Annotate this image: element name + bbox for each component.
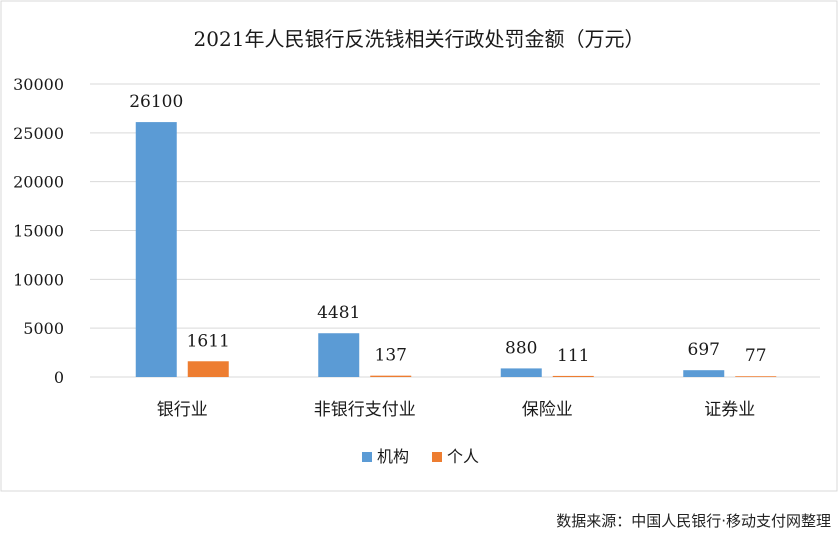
data-label: 111 xyxy=(557,346,589,366)
bar-机构-非银行支付业 xyxy=(318,333,360,377)
data-label: 880 xyxy=(505,338,537,358)
source-note: 数据来源：中国人民银行·移动支付网整理 xyxy=(556,512,831,530)
legend-label: 机构 xyxy=(377,447,409,466)
bars xyxy=(135,122,777,377)
y-tick-label: 0 xyxy=(54,368,64,387)
x-tick-label: 非银行支付业 xyxy=(314,400,416,420)
bar-机构-保险业 xyxy=(500,368,542,377)
data-labels: 26100 1611 4481 137 880 111 697 77 xyxy=(129,92,766,366)
data-label: 1611 xyxy=(187,331,230,351)
bar-个人-证券业 xyxy=(735,376,777,377)
x-axis-ticks: 银行业 非银行支付业 保险业 证券业 xyxy=(157,400,756,420)
y-tick-label: 20000 xyxy=(13,173,64,192)
bar-个人-保险业 xyxy=(552,375,594,377)
bar-机构-银行业 xyxy=(135,122,177,377)
data-label: 137 xyxy=(375,346,407,366)
legend: 机构 个人 xyxy=(362,447,479,466)
x-tick-label: 证券业 xyxy=(704,400,755,420)
y-axis-ticks: 30000 25000 20000 15000 10000 5000 0 xyxy=(13,75,64,387)
legend-swatch xyxy=(362,452,372,462)
bar-个人-非银行支付业 xyxy=(370,375,412,377)
y-tick-label: 5000 xyxy=(23,319,64,338)
y-tick-label: 25000 xyxy=(13,124,64,143)
chart-title: 2021年人民银行反洗钱相关行政处罚金额（万元） xyxy=(194,27,645,51)
y-tick-label: 15000 xyxy=(13,222,64,241)
x-tick-label: 保险业 xyxy=(522,400,573,420)
data-label: 26100 xyxy=(129,92,183,112)
bar-机构-证券业 xyxy=(683,370,725,377)
legend-swatch xyxy=(432,452,442,462)
data-label: 4481 xyxy=(317,303,360,323)
legend-label: 个人 xyxy=(447,447,479,466)
bar-个人-银行业 xyxy=(187,361,229,377)
data-label: 697 xyxy=(688,340,720,360)
y-tick-label: 10000 xyxy=(13,270,64,289)
data-label: 77 xyxy=(745,346,767,366)
x-tick-label: 银行业 xyxy=(157,400,208,420)
y-tick-label: 30000 xyxy=(13,75,64,94)
